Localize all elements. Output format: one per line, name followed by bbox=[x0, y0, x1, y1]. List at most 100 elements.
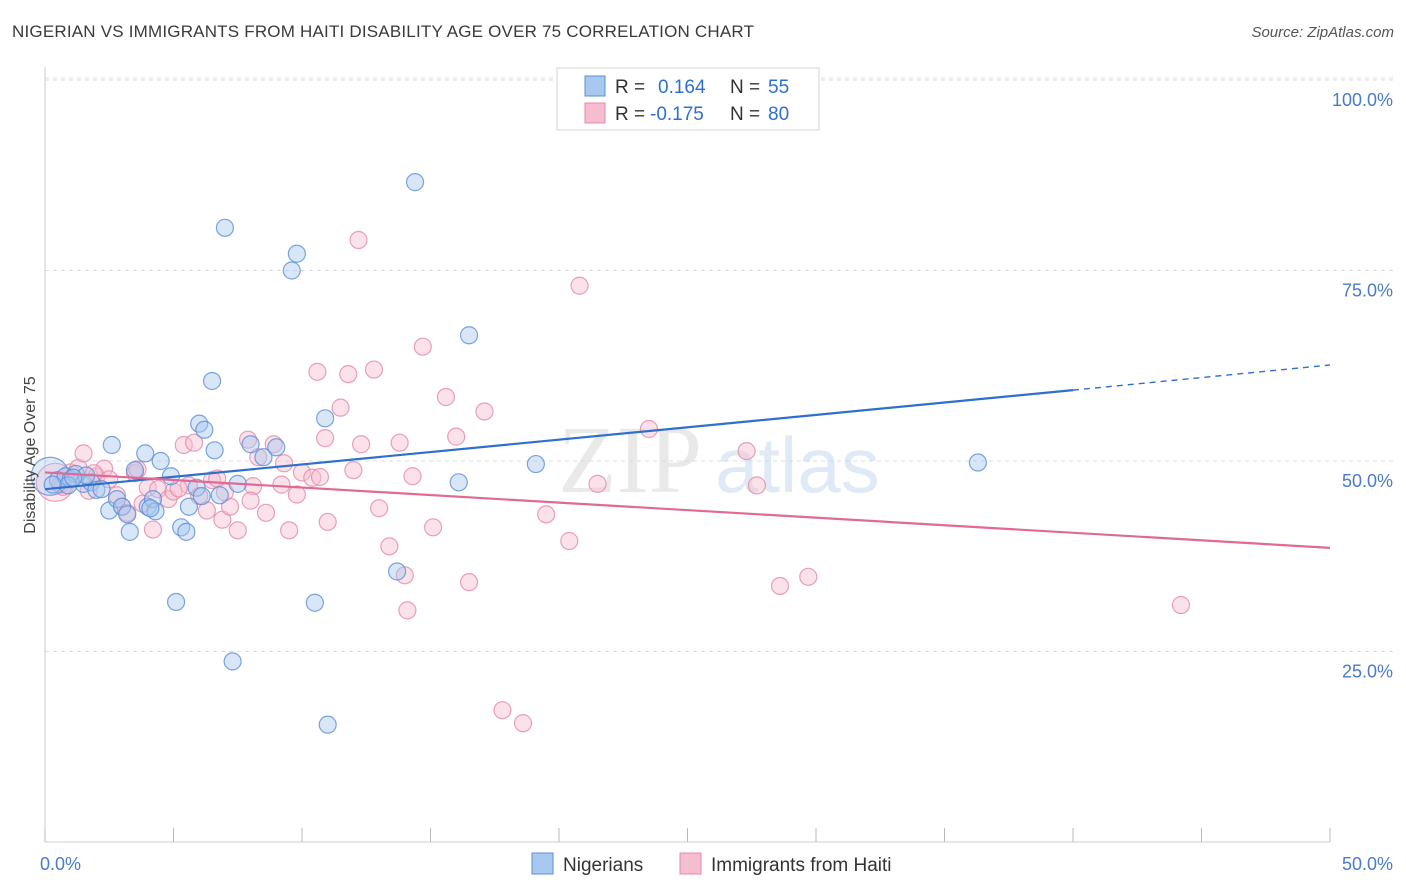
nigerian-point-20 bbox=[166, 592, 186, 612]
haiti-point-45 bbox=[370, 499, 389, 518]
haiti-point-50 bbox=[413, 337, 432, 356]
nigerian-point-29 bbox=[210, 486, 229, 505]
haiti-point-68 bbox=[349, 230, 368, 250]
haiti-point-20 bbox=[184, 433, 204, 452]
haiti-point-65 bbox=[770, 576, 790, 596]
haiti-point-63 bbox=[737, 441, 756, 461]
nigerian-point-37 bbox=[287, 244, 306, 263]
haiti-point-69 bbox=[398, 601, 417, 620]
nigerian-point-49 bbox=[43, 475, 62, 494]
haiti-point-61 bbox=[588, 474, 607, 493]
haiti-point-53 bbox=[447, 427, 466, 446]
haiti-point-54 bbox=[459, 573, 479, 592]
haiti-point-22 bbox=[197, 501, 217, 520]
haiti-point-36 bbox=[303, 468, 322, 487]
y-tick-label-75: 75.0% bbox=[1342, 281, 1393, 301]
haiti-point-67 bbox=[1171, 595, 1191, 615]
haiti-point-42 bbox=[344, 461, 363, 480]
nigerian-point-18 bbox=[151, 451, 170, 471]
x-tick-label-50: 50.0% bbox=[1342, 854, 1393, 874]
nigerian-trend-extension bbox=[1072, 364, 1331, 391]
nigerian-point-30 bbox=[215, 218, 234, 237]
legend-n-value-pink: 80 bbox=[768, 104, 789, 125]
y-tick-label-100: 100.0% bbox=[1332, 90, 1393, 110]
bottom-legend-swatch-haiti bbox=[679, 852, 702, 875]
bottom-legend-haiti: Immigrants from Haiti bbox=[711, 855, 892, 876]
nigerian-point-12 bbox=[120, 522, 139, 541]
haiti-point-37 bbox=[308, 362, 327, 381]
x-tick-label-0: 0.0% bbox=[40, 854, 81, 874]
nigerian-point-52 bbox=[968, 453, 988, 472]
legend-r-value-pink: -0.175 bbox=[650, 104, 704, 125]
haiti-point-58 bbox=[537, 505, 556, 524]
bottom-legend-swatch-nigerians bbox=[531, 852, 554, 875]
chart-title: NIGERIAN VS IMMIGRANTS FROM HAITI DISABI… bbox=[12, 22, 755, 41]
haiti-point-75 bbox=[274, 454, 294, 473]
nigerian-point-40 bbox=[387, 562, 407, 581]
nigerian-point-51 bbox=[192, 486, 211, 506]
nigerian-point-44 bbox=[526, 454, 545, 474]
nigerian-point-13 bbox=[125, 461, 145, 480]
nigerian-point-42 bbox=[449, 473, 468, 492]
legend-swatch-pink bbox=[584, 102, 606, 124]
series-legend: Nigerians Immigrants from Haiti bbox=[531, 852, 892, 876]
haiti-point-51 bbox=[423, 518, 443, 537]
y-tick-label-25: 25.0% bbox=[1342, 662, 1393, 682]
haiti-point-62 bbox=[639, 419, 659, 439]
axes: 25.0% 50.0% 75.0% 100.0% 0.0% 50.0% bbox=[40, 67, 1393, 874]
haiti-point-14 bbox=[143, 520, 163, 539]
watermark-atlas: atlas bbox=[715, 421, 880, 509]
haiti-point-60 bbox=[570, 276, 589, 295]
trend-lines bbox=[44, 364, 1331, 549]
nigerian-point-34 bbox=[254, 448, 273, 467]
nigerian-point-27 bbox=[202, 371, 222, 391]
watermark: ZIP atlas bbox=[558, 406, 880, 513]
y-axis-title: Disability Age Over 75 bbox=[22, 376, 39, 534]
haiti-point-55 bbox=[475, 402, 494, 421]
nigerian-point-47 bbox=[102, 435, 121, 455]
nigerian-point-38 bbox=[305, 593, 324, 612]
haiti-point-17 bbox=[164, 482, 183, 501]
nigerian-point-53 bbox=[141, 499, 160, 518]
legend-n-label-blue: N = bbox=[730, 77, 760, 98]
haiti-point-74 bbox=[241, 491, 260, 510]
haiti-point-66 bbox=[799, 567, 818, 586]
haiti-point-43 bbox=[352, 435, 371, 454]
haiti-point-46 bbox=[380, 537, 399, 556]
haiti-point-64 bbox=[747, 476, 766, 495]
legend-r-label-pink: R = bbox=[615, 104, 645, 125]
legend-swatch-blue bbox=[584, 75, 606, 97]
haiti-point-52 bbox=[436, 387, 456, 407]
haiti-point-34 bbox=[287, 485, 306, 504]
nigerian-point-39 bbox=[316, 409, 335, 428]
chart-source: Source: ZipAtlas.com bbox=[1251, 24, 1394, 41]
nigerian-point-41 bbox=[405, 173, 425, 192]
haiti-point-33 bbox=[280, 521, 299, 540]
haiti-point-25 bbox=[220, 497, 240, 516]
legend-n-label-pink: N = bbox=[730, 104, 760, 125]
haiti-point-38 bbox=[316, 429, 335, 448]
nigerian-point-11 bbox=[118, 505, 137, 524]
gridlines bbox=[45, 77, 1393, 652]
haiti-point-32 bbox=[272, 475, 291, 494]
haiti-point-56 bbox=[493, 701, 512, 720]
legend-r-label-blue: R = bbox=[615, 77, 645, 98]
nigerian-point-14 bbox=[136, 444, 155, 463]
nigerian-points bbox=[30, 173, 988, 734]
haiti-point-31 bbox=[264, 435, 283, 454]
haiti-point-41 bbox=[339, 365, 358, 384]
nigerian-point-33 bbox=[241, 435, 260, 454]
watermark-zip: ZIP bbox=[558, 406, 702, 513]
nigerian-point-28 bbox=[205, 441, 224, 460]
nigerian-point-23 bbox=[179, 497, 199, 516]
haiti-point-4 bbox=[74, 444, 93, 463]
nigerian-point-26 bbox=[195, 420, 214, 439]
correlation-legend: R = 0.164 N = 55 R = -0.175 N = 80 bbox=[556, 67, 820, 131]
nigerian-point-17 bbox=[146, 502, 165, 521]
legend-n-value-blue: 55 bbox=[768, 77, 789, 98]
nigerian-point-43 bbox=[459, 326, 479, 345]
haiti-trend-line bbox=[44, 471, 1331, 549]
haiti-point-39 bbox=[318, 512, 337, 532]
y-tick-label-50: 50.0% bbox=[1342, 471, 1393, 491]
